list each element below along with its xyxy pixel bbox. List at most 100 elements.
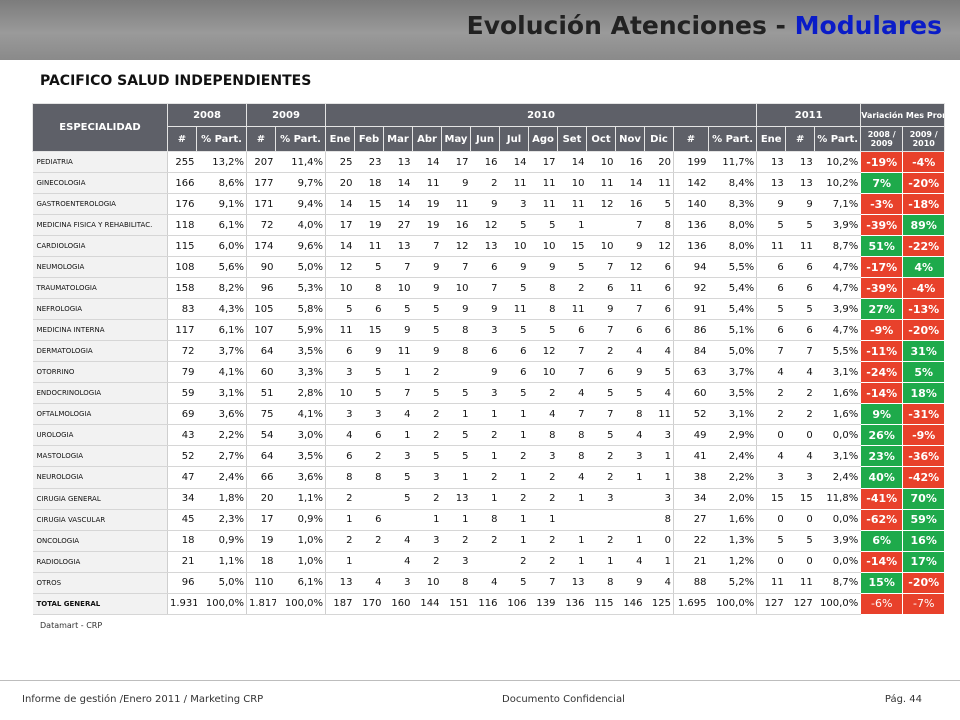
footer-page-number: Pág. 44 xyxy=(884,694,922,705)
table-row: UROLOGIA 43 2,2% 54 3,0% 4 6 1 2 5 2 1 8 8 5 4 3 49 2,9% 0 0… xyxy=(32,424,946,447)
month-2010-cell: 11 xyxy=(557,298,587,321)
col-2010-month: Ago xyxy=(528,126,558,152)
month-2010-cell: 1 xyxy=(412,509,442,531)
count-2010-cell: 21 xyxy=(673,551,709,573)
col-2010-month: May xyxy=(441,126,471,152)
share-2008-cell: 3,6% xyxy=(196,403,247,426)
month-2010-cell: 2 xyxy=(557,277,587,300)
share-2008-cell: 8,6% xyxy=(196,172,247,195)
table-row: CARDIOLOGIA 115 6,0% 174 9,6% 14 11 13 7 12 13 10 10… xyxy=(32,235,946,258)
count-2010-cell: 41 xyxy=(673,445,709,468)
share-2010-cell: 100,0% xyxy=(708,593,757,615)
month-2010-cell: 187 xyxy=(325,593,355,615)
month-2010-cell: 7 xyxy=(615,214,645,237)
month-2010-cell: 10 xyxy=(528,235,558,258)
month-2010-cell: 14 xyxy=(325,235,355,258)
month-2010-cell xyxy=(441,361,471,384)
count-2009-cell: 75 xyxy=(246,403,276,426)
share-2009-cell: 6,1% xyxy=(275,572,326,594)
month-2010-cell: 5 xyxy=(499,319,529,342)
col-2010-share: % Part. xyxy=(707,126,758,152)
table-row: MASTOLOGIA 52 2,7% 64 3,5% 6 2 3 5 5 1 2 3 8 2 3 1 41 2,4%… xyxy=(32,445,946,468)
variation-2009-2010-cell: 4% xyxy=(902,256,946,279)
count-2011-cell: 4 xyxy=(785,445,815,468)
share-2009-cell: 3,5% xyxy=(275,445,326,468)
month-2010-cell: 4 xyxy=(383,403,413,426)
month-2010-cell: 6 xyxy=(557,319,587,342)
month-2010-cell: 5 xyxy=(499,214,529,237)
count-2010-cell: 91 xyxy=(673,298,709,321)
month-2011-cell: 5 xyxy=(756,214,786,237)
month-2010-cell: 144 xyxy=(412,593,442,615)
month-2010-cell: 15 xyxy=(354,193,384,216)
month-2010-cell: 3 xyxy=(354,403,384,426)
variation-2009-2010-cell: 17% xyxy=(902,550,946,573)
month-2010-cell xyxy=(615,509,645,531)
month-2010-cell: 2 xyxy=(499,551,529,573)
month-2010-cell: 6 xyxy=(644,319,674,342)
month-2010-cell: 14 xyxy=(499,151,529,174)
count-2008-cell: 69 xyxy=(167,403,197,426)
atenciones-table: ESPECIALIDAD 2008 2009 2010 2011 Variaci… xyxy=(32,103,946,615)
share-2008-cell: 6,1% xyxy=(196,214,247,237)
share-2008-cell: 4,1% xyxy=(196,361,247,384)
month-2010-cell: 11 xyxy=(412,172,442,195)
month-2010-cell xyxy=(615,488,645,510)
month-2010-cell: 3 xyxy=(586,488,616,510)
month-2010-cell: 6 xyxy=(499,361,529,384)
month-2010-cell: 1 xyxy=(441,509,471,531)
count-2010-cell: 88 xyxy=(673,572,709,594)
month-2010-cell: 6 xyxy=(354,424,384,447)
month-2011-cell: 2 xyxy=(756,403,786,426)
share-2008-cell: 3,7% xyxy=(196,340,247,363)
especialidad-cell: NEUROLOGIA xyxy=(32,466,168,489)
count-2011-cell: 4 xyxy=(785,361,815,384)
month-2010-cell: 10 xyxy=(325,277,355,300)
variation-2008-2009-cell: 40% xyxy=(860,466,904,489)
month-2010-cell: 4 xyxy=(354,572,384,594)
share-2008-cell: 8,2% xyxy=(196,277,247,300)
month-2010-cell: 14 xyxy=(615,172,645,195)
count-2009-cell: 110 xyxy=(246,572,276,594)
variation-2008-2009-cell: -24% xyxy=(860,361,904,384)
variation-2008-2009-cell: -14% xyxy=(860,550,904,573)
table-row: CIRUGIA GENERAL 34 1,8% 20 1,1% 2 5 2 13 1 2 2 1 3 3 34… xyxy=(32,487,946,510)
table-row: DERMATOLOGIA 72 3,7% 64 3,5% 6 9 11 9 8 6 6 12 7 2 4 4 84… xyxy=(32,340,946,363)
count-2010-cell: 140 xyxy=(673,193,709,216)
month-2010-cell: 3 xyxy=(470,382,500,405)
month-2010-cell: 9 xyxy=(470,361,500,384)
share-2008-cell: 2,3% xyxy=(196,509,247,531)
month-2010-cell: 11 xyxy=(557,193,587,216)
count-2011-cell: 7 xyxy=(785,340,815,363)
month-2010-cell: 3 xyxy=(615,445,645,468)
month-2010-cell: 5 xyxy=(528,214,558,237)
table-row: OFTALMOLOGIA 69 3,6% 75 4,1% 3 3 4 2 1 1 1 4 7 7 8 11 52 3… xyxy=(32,403,946,426)
share-2009-cell: 4,0% xyxy=(275,214,326,237)
month-2010-cell: 1 xyxy=(528,509,558,531)
count-2010-cell: 199 xyxy=(673,151,709,174)
month-2010-cell: 10 xyxy=(586,235,616,258)
month-2010-cell: 6 xyxy=(354,298,384,321)
month-2010-cell: 9 xyxy=(412,277,442,300)
month-2010-cell: 12 xyxy=(615,256,645,279)
month-2010-cell: 136 xyxy=(557,593,587,615)
month-2010-cell: 12 xyxy=(586,193,616,216)
share-2010-cell: 2,2% xyxy=(708,466,757,489)
month-2010-cell: 106 xyxy=(499,593,529,615)
share-2011-cell: 10,2% xyxy=(814,172,861,195)
count-2010-cell: 136 xyxy=(673,235,709,258)
month-2010-cell: 3 xyxy=(383,445,413,468)
month-2010-cell: 7 xyxy=(470,277,500,300)
share-2010-cell: 8,0% xyxy=(708,235,757,258)
count-2010-cell: 63 xyxy=(673,361,709,384)
month-2010-cell: 14 xyxy=(383,193,413,216)
month-2010-cell: 2 xyxy=(586,530,616,552)
table-row: NEUMOLOGIA 108 5,6% 90 5,0% 12 5 7 9 7 6 9 9 5 7 12 6 94 5… xyxy=(32,256,946,279)
month-2010-cell: 5 xyxy=(354,382,384,405)
count-2008-cell: 43 xyxy=(167,424,197,447)
month-2010-cell: 2 xyxy=(528,551,558,573)
month-2010-cell: 18 xyxy=(354,172,384,195)
count-2009-cell: 19 xyxy=(246,530,276,552)
month-2010-cell: 2 xyxy=(354,530,384,552)
variation-2009-2010-cell: 16% xyxy=(902,529,946,552)
